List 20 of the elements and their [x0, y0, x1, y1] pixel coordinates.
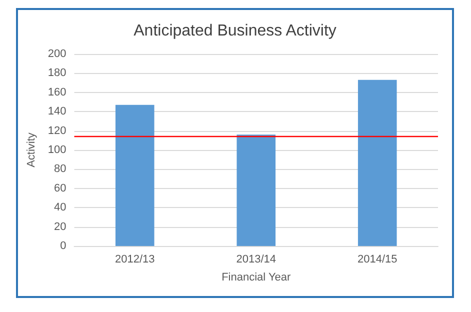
- y-tick-label: 20: [54, 220, 66, 233]
- x-tick-label: 2012/13: [114, 254, 155, 266]
- y-tick-label: 100: [48, 144, 66, 156]
- y-tick-label: 80: [54, 163, 66, 176]
- y-tick-label: 160: [48, 86, 66, 98]
- bar: [115, 104, 154, 246]
- y-tick-label: 140: [48, 106, 66, 118]
- chart-title: Anticipated Business Activity: [134, 22, 336, 40]
- bar: [358, 80, 397, 246]
- y-tick-label: 180: [48, 67, 66, 80]
- y-tick-label: 120: [48, 124, 66, 137]
- x-tick-label: 2013/14: [236, 254, 276, 266]
- y-tick-label: 0: [60, 240, 66, 252]
- y-axis-title: Activity: [26, 132, 38, 168]
- y-tick-label: 40: [54, 202, 66, 214]
- bar: [236, 134, 276, 246]
- y-tick-label: 200: [48, 48, 66, 60]
- x-tick-label: 2014/15: [357, 254, 398, 266]
- y-tick-label: 60: [54, 182, 66, 194]
- x-axis-title: Financial Year: [222, 272, 292, 284]
